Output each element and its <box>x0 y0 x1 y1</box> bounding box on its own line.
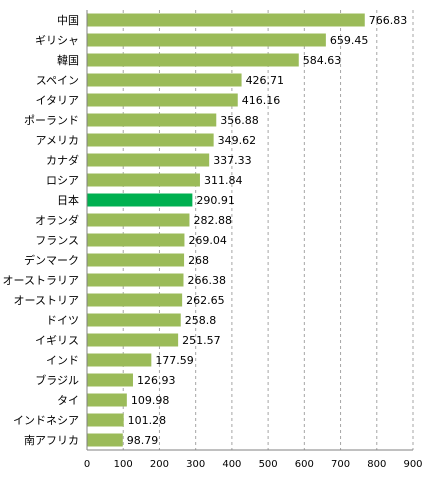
bar <box>87 333 179 347</box>
value-label: 126.93 <box>137 374 176 387</box>
category-label: アメリカ <box>36 134 79 147</box>
value-label: 262.65 <box>186 294 225 307</box>
value-label: 349.62 <box>218 134 257 147</box>
value-label: 426.71 <box>246 74 285 87</box>
value-label: 269.04 <box>188 234 227 247</box>
bar <box>87 393 127 407</box>
bar <box>87 53 299 67</box>
bar <box>87 173 200 187</box>
category-label: インドネシア <box>13 414 79 427</box>
category-label: 韓国 <box>57 54 79 67</box>
value-label: 416.16 <box>242 94 281 107</box>
x-tick-label: 900 <box>403 459 422 470</box>
x-tick-label: 300 <box>186 459 205 470</box>
bar <box>87 193 193 207</box>
bar <box>87 413 124 427</box>
x-tick-label: 400 <box>222 459 241 470</box>
category-label: フランス <box>35 234 79 247</box>
value-label: 282.88 <box>193 214 232 227</box>
value-label: 659.45 <box>330 34 369 47</box>
bar <box>87 33 326 47</box>
value-label: 268 <box>188 254 209 267</box>
category-label: 日本 <box>57 193 79 207</box>
bars <box>87 13 365 447</box>
value-label: 258.8 <box>185 314 217 327</box>
bar <box>87 293 183 307</box>
value-label: 311.84 <box>204 174 243 187</box>
x-tick-label: 100 <box>114 459 133 470</box>
bar <box>87 13 365 27</box>
bar <box>87 233 185 247</box>
category-label: 中国 <box>57 14 79 27</box>
category-label: ロシア <box>46 174 79 187</box>
category-label: インド <box>46 354 79 367</box>
value-label: 98.79 <box>127 434 159 447</box>
bar <box>87 153 210 167</box>
bar <box>87 113 217 127</box>
x-tick-label: 800 <box>367 459 386 470</box>
value-label: 251.57 <box>182 334 221 347</box>
bar <box>87 273 184 287</box>
category-label: イタリア <box>35 94 79 107</box>
x-tick-label: 0 <box>84 459 90 470</box>
category-label: タイ <box>57 394 79 407</box>
category-label: オーストラリア <box>3 274 79 287</box>
value-label: 356.88 <box>220 114 259 127</box>
value-label: 290.91 <box>196 194 235 207</box>
value-label: 177.59 <box>155 354 194 367</box>
bar <box>87 93 238 107</box>
category-labels: 中国ギリシャ韓国スペインイタリアポーランドアメリカカナダロシア日本オランダフラン… <box>3 14 79 447</box>
bar <box>87 353 152 367</box>
category-label: ギリシャ <box>35 34 79 47</box>
x-tick-label: 500 <box>259 459 278 470</box>
category-label: ドイツ <box>46 314 79 327</box>
bar <box>87 313 181 327</box>
category-label: オーストリア <box>14 294 79 307</box>
value-label: 101.28 <box>128 414 167 427</box>
category-label: ポーランド <box>24 114 79 127</box>
value-label: 584.63 <box>303 54 342 67</box>
bar <box>87 253 185 267</box>
value-label: 766.83 <box>369 14 408 27</box>
bar <box>87 73 242 87</box>
bar <box>87 133 214 147</box>
x-tick-label: 700 <box>331 459 350 470</box>
category-label: デンマーク <box>24 253 79 267</box>
x-tick-label: 200 <box>150 459 169 470</box>
value-label: 337.33 <box>213 154 252 167</box>
x-axis: 0 100 200 300 400 500 600 700 800 900 <box>84 10 423 470</box>
category-label: カナダ <box>46 153 79 167</box>
bar <box>87 373 133 387</box>
category-label: 南アフリカ <box>24 434 79 447</box>
category-label: スペイン <box>36 74 79 87</box>
category-label: オランダ <box>35 213 79 227</box>
value-label: 109.98 <box>131 394 170 407</box>
x-tick-label: 600 <box>295 459 314 470</box>
value-label: 266.38 <box>187 274 226 287</box>
bar <box>87 213 190 227</box>
category-label: ブラジル <box>35 373 79 387</box>
category-label: イギリス <box>35 334 79 347</box>
bar <box>87 433 123 447</box>
